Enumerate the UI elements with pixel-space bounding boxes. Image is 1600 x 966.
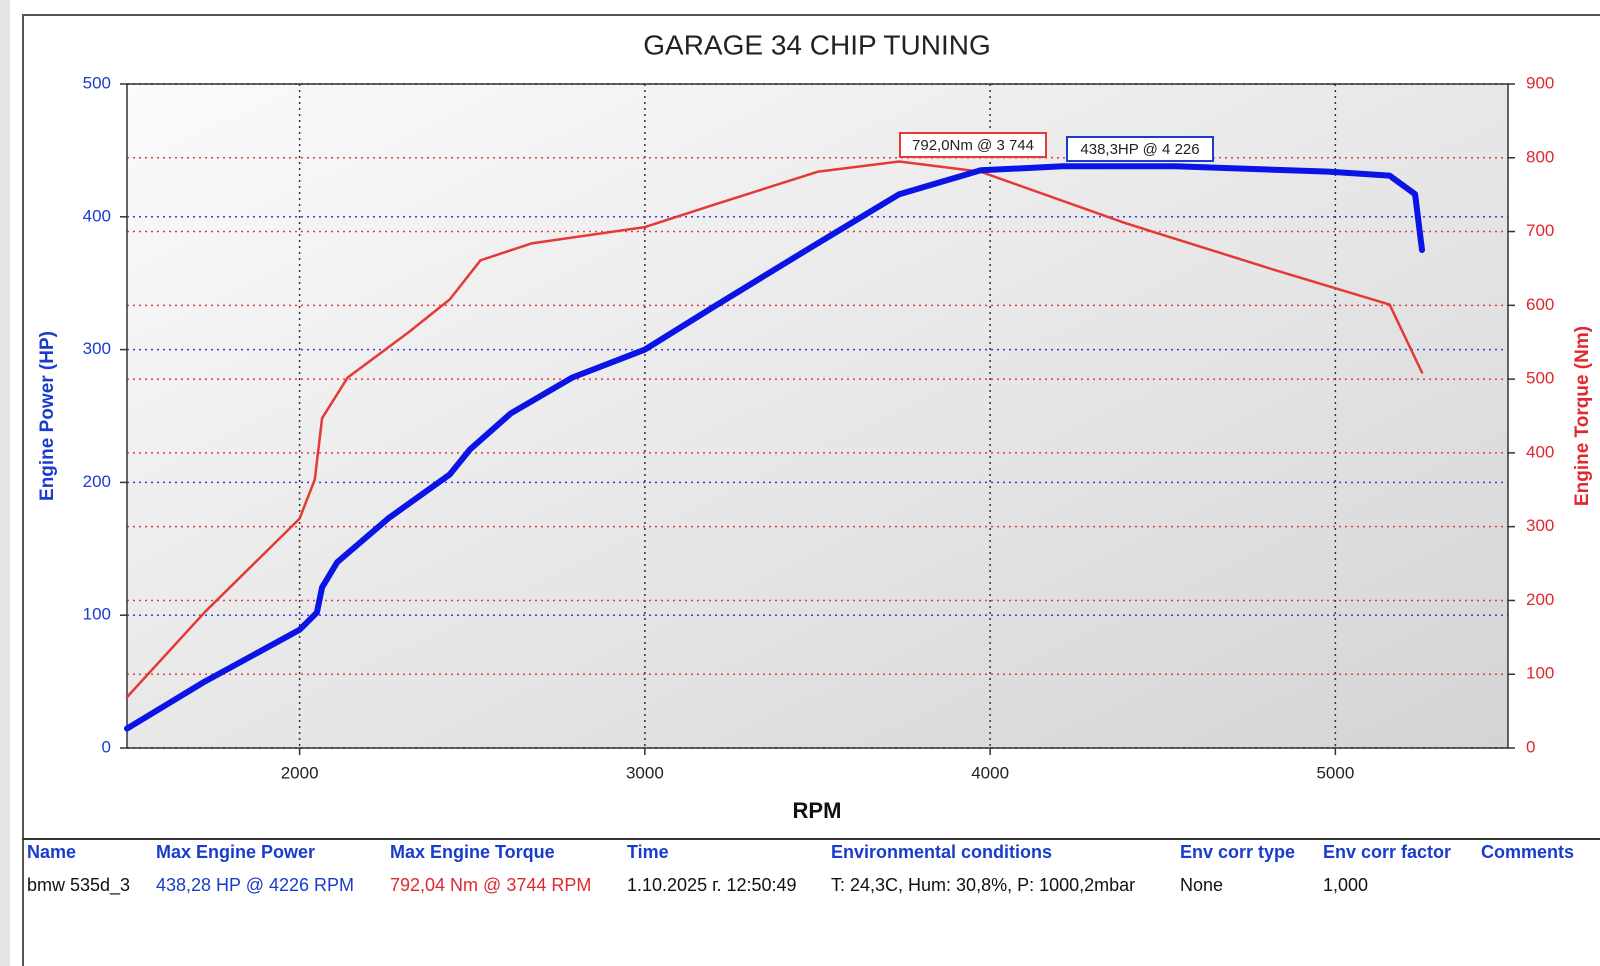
y2-tick-label: 800 — [1526, 147, 1554, 166]
y2-tick-label: 100 — [1526, 664, 1554, 683]
y2-tick-label: 300 — [1526, 516, 1554, 535]
y2-axis-label: Engine Torque (Nm) — [1572, 326, 1593, 506]
annotation-box — [1066, 136, 1214, 162]
y-tick-label: 0 — [102, 737, 111, 756]
plot-area — [127, 84, 1508, 748]
x-axis-label: RPM — [793, 798, 842, 823]
chart-title: GARAGE 34 CHIP TUNING — [643, 29, 991, 60]
y2-tick-label: 700 — [1526, 221, 1554, 240]
x-tick-label: 5000 — [1316, 763, 1354, 782]
power-line — [124, 163, 1425, 732]
y-tick-label: 400 — [83, 206, 111, 225]
x-tick-label: 2000 — [281, 763, 319, 782]
y2-tick-label: 600 — [1526, 295, 1554, 314]
y2-tick-label: 900 — [1526, 73, 1554, 92]
frame — [22, 14, 1600, 966]
y2-tick-label: 500 — [1526, 369, 1554, 388]
y2-tick-label: 200 — [1526, 590, 1554, 609]
y-axis-label: Engine Power (HP) — [37, 331, 58, 501]
y-tick-label: 100 — [83, 605, 111, 624]
annotation: 438,3HP @ 4 226 — [1080, 141, 1199, 158]
y-tick-label: 500 — [83, 73, 111, 92]
torque-line — [125, 160, 1424, 699]
annotation: 792,0Nm @ 3 744 — [912, 137, 1034, 154]
annotation-box — [899, 132, 1047, 158]
plot-frame — [126, 83, 1509, 749]
side-strip — [0, 0, 10, 966]
x-tick-label: 4000 — [971, 763, 1009, 782]
y-tick-label: 200 — [83, 472, 111, 491]
x-tick-label: 3000 — [626, 763, 664, 782]
y2-tick-label: 400 — [1526, 442, 1554, 461]
y2-tick-label: 0 — [1526, 737, 1535, 756]
y-tick-label: 300 — [83, 339, 111, 358]
